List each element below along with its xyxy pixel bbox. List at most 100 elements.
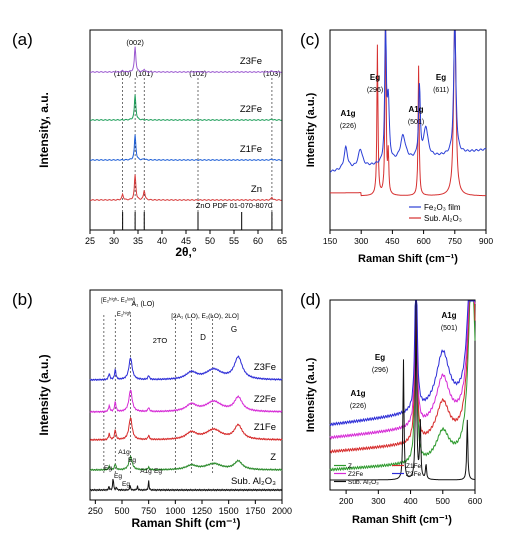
panel-b-substrate-label: A1g [140,468,152,475]
panel-d-mode-label: A1g [350,389,365,398]
panel-b-xtick-label: 500 [114,506,129,516]
panel-c-frame [329,29,487,231]
panel-d-legend-label: Z1Fe [406,463,422,470]
panel-c-xtick-label: 450 [385,236,399,246]
panel-d-xtick-label: 500 [436,496,450,506]
panel-b-series-label: Z2Fe [254,394,276,405]
panel-c-series-line [330,30,487,197]
panel-b-substrate-label: Eg [104,465,112,472]
panel-d-xtick-label: 200 [339,496,353,506]
panel-b-xtick-label: 1250 [192,506,212,516]
panel-c-mode-label: A1g [408,105,423,114]
panel-b-series-label: Z [270,452,276,463]
panel-a-peak-label: (100) [114,69,132,78]
panel-c-mode-label: Eg [436,73,446,82]
panel-c-mode-label: Eg [370,73,380,82]
panel-b-series-line [90,416,283,442]
panel-c-mode-label: A1g [340,109,355,118]
panel-a-peak-label: (102) [189,69,207,78]
panel-d-xtick-label: 400 [403,496,417,506]
panel-b-substrate-label: Eg [114,473,122,480]
panel-b-plot: 250 500 750 1000 1250 1500 1750 2000 Z3Fe Z2Fe Z1F… [88,296,292,516]
panel-c-mode-value: (296) [367,87,383,94]
panel-a-series-line [89,46,282,73]
panel-c-mode-value: (226) [340,123,356,130]
panel-d-legend-label: Z [348,463,352,470]
panel-d-xlabel: Raman Shift (cm⁻¹) [352,514,452,526]
panel-a-xtick-label: 65 [277,236,287,246]
panel-a-series-label: Z2Fe [240,104,262,115]
panel-c-ylabel: Intensity (a.u.) [305,92,317,167]
panel-b-series-label: Z3Fe [254,362,276,373]
panel-b-xtick-label: 250 [88,506,103,516]
panel-b-annotation: G [231,325,237,334]
panel-d-xtick-label: 300 [371,496,385,506]
panel-b-substrate-label: Eg [154,468,162,475]
panel-b-annotation: E₂ʰⁱᵍʰ [117,310,131,318]
panel-b-annotation: [E₂ʰⁱᵍʰ- E₂ˡᵒʷ] [101,296,135,304]
panel-c-legend-label: Sub. Al₂O₃ [424,214,462,223]
panel-a-series-label: Zn [251,184,262,195]
panel-a-letter: (a) [12,30,33,49]
panel-b-annotation: 2TO [153,336,168,345]
panel-c-xlabel: Raman Shift (cm⁻¹) [358,253,458,265]
panel-d-legend-label: Sub. Al₂O₃ [348,479,379,486]
panel-b-xtick-label: 1000 [165,506,185,516]
panel-c-plot: 150 300 450 600 750 900 A1g (226) Eg (296) A1g (501… [323,30,493,246]
panel-c-xtick-label: 600 [417,236,431,246]
panel-a-xtick-label: 30 [109,236,119,246]
panel-c-series-line [329,30,487,173]
panel-d-mode-label: A1g [441,311,456,320]
panel-b-xlabel: Raman Shift (cm⁻¹) [131,516,240,530]
panel-b-annotation: D [200,333,206,342]
panel-d-legend-label: Z2Fe [348,471,364,478]
panel-b-xtick-label: 750 [141,506,156,516]
panel-a-peak-label: (002) [126,38,144,47]
panel-b-substrate-label: Eg [128,457,136,464]
panel-a-series-label: Z1Fe [240,144,262,155]
panel-a-xtick-label: 50 [205,236,215,246]
panel-b-series-line [89,478,283,492]
panel-d-ylabel: Intensity (a.u.) [305,357,317,432]
panel-a-xtick-label: 45 [181,236,191,246]
panel-c-mode-value: (501) [408,119,424,126]
panel-b-substrate-label: Eg [122,481,130,488]
panel-b-substrate-label: A1g [118,449,130,456]
panel-a-xtick-label: 35 [133,236,143,246]
panel-b-xtick-label: 2000 [272,506,292,516]
panel-a-series-line [89,134,282,161]
panel-b-xtick-label: 1750 [245,506,265,516]
panel-d-series-line [329,300,476,472]
panel-d-letter: (d) [300,290,321,309]
panel-c-mode-value: (611) [433,87,449,94]
panel-b-series-line [89,454,283,472]
panel-d-mode-value: (296) [372,367,388,374]
panel-c-legend-label: Fe₂O₃ film [424,203,461,212]
panel-d-mode-label: Eg [375,353,385,362]
panel-c-xtick-label: 750 [448,236,462,246]
panel-b-series-label: Z1Fe [254,422,276,433]
panel-a-xtick-label: 25 [85,236,95,246]
panel-a-ylabel: Intensity, a.u. [37,92,51,168]
panel-d-mode-value: (501) [441,325,457,332]
panel-a-xtick-label: 60 [253,236,263,246]
panel-a-xtick-label: 40 [157,236,167,246]
panel-a-peak-label: (103) [263,69,281,78]
panel-b-letter: (b) [12,290,33,309]
panel-b-series-line [89,355,283,382]
panel-a-series-line [89,174,282,201]
panel-b-annotation: A₁ (LO) [132,301,155,308]
panel-a-series-label: Z3Fe [240,56,262,67]
panel-c-xtick-label: 900 [479,236,493,246]
panel-d-xtick-label: 600 [468,496,482,506]
panel-d-legend-label: Z3Fe [406,471,422,478]
panel-b-series-line [89,389,283,414]
panel-b-annotation: [2A₁ (LO), E₁(LO), 2LO] [171,313,239,320]
panel-a-plot: 25 30 35 40 45 50 55 60 65 (100) (002) (101) (102) (1… [85,38,287,246]
panel-d-series-line [330,300,475,481]
panel-b-series-label: Sub. Al₂O₃ [231,476,276,487]
panel-c-xtick-label: 150 [323,236,337,246]
panel-b-ylabel: Intensity (a.u.) [37,354,51,435]
